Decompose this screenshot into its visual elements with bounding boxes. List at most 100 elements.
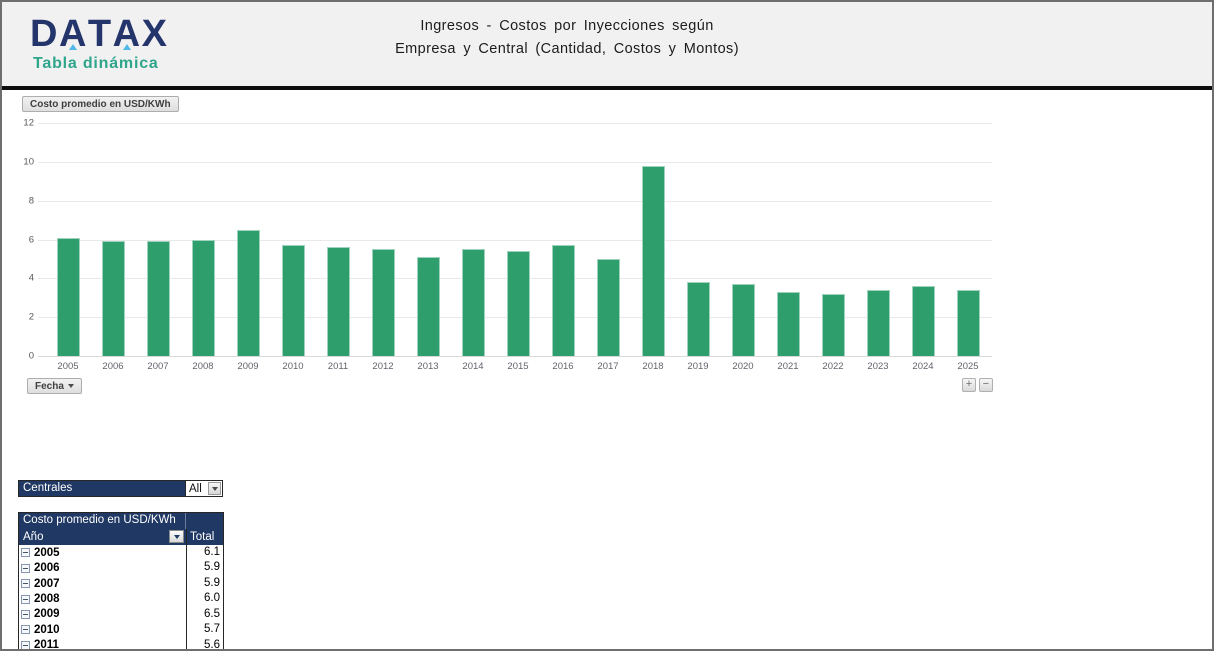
collapse-icon[interactable]	[21, 640, 30, 649]
chart-value-field-button[interactable]: Costo promedio en USD/KWh	[22, 96, 179, 112]
year-label: 2007	[34, 577, 60, 590]
collapse-icon[interactable]	[21, 594, 30, 604]
bar-2014[interactable]	[461, 249, 485, 356]
pivot-total-header-cell: Total	[186, 529, 223, 545]
year-cell[interactable]: 2011	[19, 638, 186, 651]
total-value-cell: 5.9	[186, 560, 223, 576]
centrales-filter-value[interactable]: All	[185, 481, 222, 496]
x-axis-tick-label: 2022	[822, 361, 844, 372]
total-value-cell: 6.5	[186, 606, 223, 623]
table-row: 2009 6.5	[19, 606, 223, 623]
gridline	[38, 123, 992, 124]
collapse-icon[interactable]	[21, 563, 30, 573]
y-axis-tick-label: 0	[28, 350, 34, 362]
chart-collapse-field-button[interactable]: −	[979, 378, 993, 392]
chart-expand-field-button[interactable]: +	[962, 378, 976, 392]
year-label: 2005	[34, 546, 60, 559]
bar-2025[interactable]	[956, 289, 980, 356]
y-axis-tick-label: 8	[28, 195, 34, 207]
logo-subtitle: Tabla dinámica	[33, 55, 159, 72]
year-cell[interactable]: 2008	[19, 591, 186, 606]
bar-2008[interactable]	[191, 239, 215, 356]
minus-icon: −	[982, 378, 990, 390]
collapse-icon[interactable]	[21, 609, 30, 619]
pivot-table: Costo promedio en USD/KWh Año Total 2005…	[18, 512, 224, 651]
x-axis-tick-label: 2018	[642, 361, 664, 372]
bar-2022[interactable]	[821, 293, 845, 356]
centrales-filter-selected: All	[189, 482, 202, 495]
report-header: DATAX Tabla dinámica Ingresos - Costos p…	[2, 2, 1212, 90]
pivot-table-body: 2005 6.1 2006 5.9 2007 5.9 2008 6.0 2009 6.5 2010 5…	[19, 545, 223, 651]
year-cell[interactable]: 2010	[19, 622, 186, 637]
total-value-cell: 6.0	[186, 591, 223, 607]
logo-letter: T	[87, 13, 113, 55]
gridline	[38, 200, 992, 202]
logo-letter-accent: A	[58, 13, 88, 55]
centrales-filter: Centrales All	[18, 480, 223, 497]
pivot-column-headers: Año Total	[19, 529, 223, 545]
x-axis-tick-label: 2005	[57, 361, 79, 372]
year-cell[interactable]: 2006	[19, 560, 186, 575]
year-label: 2010	[34, 623, 60, 636]
bar-2018[interactable]	[641, 165, 665, 356]
report-title-line2: Empresa y Central (Cantidad, Costos y Mo…	[395, 41, 739, 57]
pivot-chart: Costo promedio en USD/KWh 0 2 4 6 8 10 12 2005 2…	[2, 94, 1212, 402]
x-axis-tick-label: 2015	[507, 361, 529, 372]
bar-2016[interactable]	[551, 245, 575, 356]
total-value-cell: 5.6	[186, 637, 223, 649]
year-cell[interactable]: 2009	[19, 607, 186, 622]
logo-letter: D	[30, 13, 59, 55]
bar-2012[interactable]	[371, 249, 395, 356]
bar-2011[interactable]	[326, 247, 350, 356]
bar-2007[interactable]	[146, 241, 170, 356]
chevron-down-icon	[67, 384, 74, 388]
bar-2010[interactable]	[281, 245, 305, 356]
x-axis-tick-label: 2023	[867, 361, 889, 372]
bar-2024[interactable]	[911, 286, 935, 356]
bar-2023[interactable]	[866, 289, 890, 356]
table-row: 2006 5.9	[19, 560, 223, 576]
chart-axis-field-button[interactable]: Fecha	[27, 378, 82, 394]
x-axis-tick-label: 2012	[372, 361, 394, 372]
collapse-icon[interactable]	[21, 548, 30, 558]
x-axis-tick-label: 2010	[282, 361, 304, 372]
collapse-icon[interactable]	[21, 625, 30, 635]
centrales-dropdown-button[interactable]	[208, 482, 221, 495]
bar-2021[interactable]	[776, 291, 800, 356]
bar-2019[interactable]	[686, 282, 710, 356]
pivot-row-header-cell: Año	[19, 529, 186, 545]
report-title-line1: Ingresos - Costos por Inyecciones según	[420, 18, 714, 34]
pivot-value-header: Costo promedio en USD/KWh	[19, 513, 223, 529]
filter-arrow-icon	[173, 534, 180, 539]
chart-value-field-label: Costo promedio en USD/KWh	[30, 98, 171, 110]
x-axis-tick-label: 2013	[417, 361, 439, 372]
total-value-cell: 5.9	[186, 575, 223, 592]
year-cell[interactable]: 2005	[19, 545, 186, 560]
datax-logo-text: DATAX	[30, 14, 168, 54]
x-axis-tick-label: 2016	[552, 361, 574, 372]
collapse-icon[interactable]	[21, 579, 30, 589]
year-label: 2006	[34, 562, 60, 575]
year-filter-dropdown-button[interactable]	[169, 530, 184, 543]
centrales-filter-label: Centrales	[23, 482, 73, 494]
bar-2005[interactable]	[56, 237, 80, 356]
bar-2013[interactable]	[416, 256, 440, 356]
x-axis-tick-label: 2007	[147, 361, 169, 372]
year-cell[interactable]: 2007	[19, 576, 186, 591]
bar-2006[interactable]	[101, 241, 125, 356]
chart-axis-field-label: Fecha	[35, 380, 64, 392]
bar-2020[interactable]	[731, 284, 755, 356]
total-value-cell: 5.7	[186, 622, 223, 638]
year-label: 2011	[34, 639, 59, 651]
bar-2009[interactable]	[236, 229, 260, 356]
y-axis-tick-label: 2	[28, 311, 34, 323]
chevron-down-icon	[211, 486, 218, 491]
pivot-row-header-label: Año	[23, 531, 44, 543]
table-row: 2010 5.7	[19, 622, 223, 638]
x-axis-tick-label: 2021	[777, 361, 799, 372]
y-axis-tick-label: 12	[23, 117, 34, 129]
pivot-total-header-label: Total	[190, 531, 215, 543]
bar-2015[interactable]	[506, 251, 530, 356]
bar-2017[interactable]	[596, 258, 620, 356]
x-axis-tick-label: 2014	[462, 361, 484, 372]
